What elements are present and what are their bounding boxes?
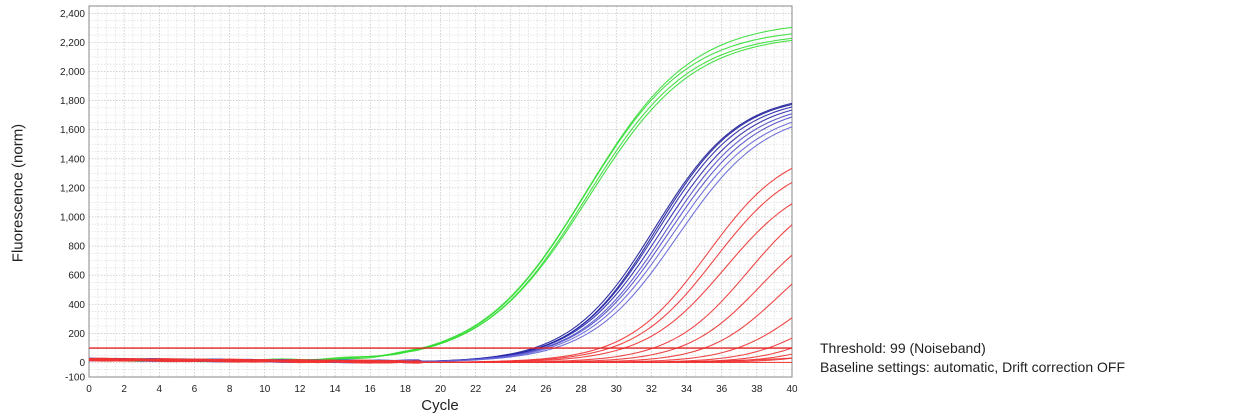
x-tick-label: 28 bbox=[576, 384, 588, 395]
series-group bbox=[88, 26, 793, 364]
baseline-note: Baseline settings: automatic, Drift corr… bbox=[820, 359, 1125, 375]
x-tick-label: 38 bbox=[751, 384, 763, 395]
y-tick-label: 1,600 bbox=[60, 125, 85, 136]
y-tick-label: 800 bbox=[68, 242, 85, 253]
x-tick-label: 26 bbox=[540, 384, 552, 395]
x-tick-label: 16 bbox=[365, 384, 377, 395]
x-tick-label: 0 bbox=[86, 384, 92, 395]
amplification-plot: 0 2 4 6 8 10 12 14 16 18 20 22 24 26 28 30 32 34 36 38 40-10… bbox=[60, 5, 798, 395]
x-tick-label: 40 bbox=[786, 384, 798, 395]
y-axis-title: Fluorescence (norm) bbox=[9, 123, 27, 263]
x-tick-label: 30 bbox=[611, 384, 623, 395]
y-tick-label: -100 bbox=[65, 373, 85, 384]
y-tick-label: 2,400 bbox=[60, 9, 85, 20]
plot-frame bbox=[88, 5, 793, 378]
y-tick-label: 1,200 bbox=[60, 183, 85, 194]
x-tick-label: 8 bbox=[227, 384, 233, 395]
x-tick-label: 22 bbox=[470, 384, 482, 395]
y-tick-label: 200 bbox=[68, 329, 85, 340]
y-tick-label: 1,400 bbox=[60, 154, 85, 165]
x-tick-label: 24 bbox=[505, 384, 517, 395]
y-tick-label: 0 bbox=[79, 358, 85, 369]
series-line bbox=[88, 358, 792, 363]
y-axis-title-wrap: Fluorescence (norm) bbox=[8, 83, 28, 303]
x-tick-label: 10 bbox=[259, 384, 271, 395]
y-tick-label: 400 bbox=[68, 300, 85, 311]
y-tick-label: 2,000 bbox=[60, 67, 85, 78]
x-tick-label: 34 bbox=[681, 384, 693, 395]
y-tick-label: 600 bbox=[68, 271, 85, 282]
x-axis-title: Cycle bbox=[421, 397, 459, 414]
threshold-note: Threshold: 99 (Noiseband) bbox=[820, 340, 986, 356]
x-tick-label: 36 bbox=[716, 384, 728, 395]
x-tick-label: 4 bbox=[157, 384, 163, 395]
x-tick-label: 14 bbox=[329, 384, 341, 395]
y-tick-label: 1,000 bbox=[60, 212, 85, 223]
x-tick-label: 18 bbox=[400, 384, 412, 395]
x-tick-label: 2 bbox=[121, 384, 127, 395]
x-tick-label: 6 bbox=[192, 384, 198, 395]
y-tick-label: 1,800 bbox=[60, 96, 85, 107]
x-tick-label: 20 bbox=[435, 384, 447, 395]
x-tick-label: 32 bbox=[646, 384, 658, 395]
x-tick-label: 12 bbox=[294, 384, 306, 395]
y-tick-label: 2,200 bbox=[60, 38, 85, 49]
amplification-chart: 0 2 4 6 8 10 12 14 16 18 20 22 24 26 28 30 32 34 36 38 40 -10… bbox=[8, 5, 798, 414]
analysis-settings: Threshold: 99 (Noiseband) Baseline setti… bbox=[820, 339, 1125, 377]
